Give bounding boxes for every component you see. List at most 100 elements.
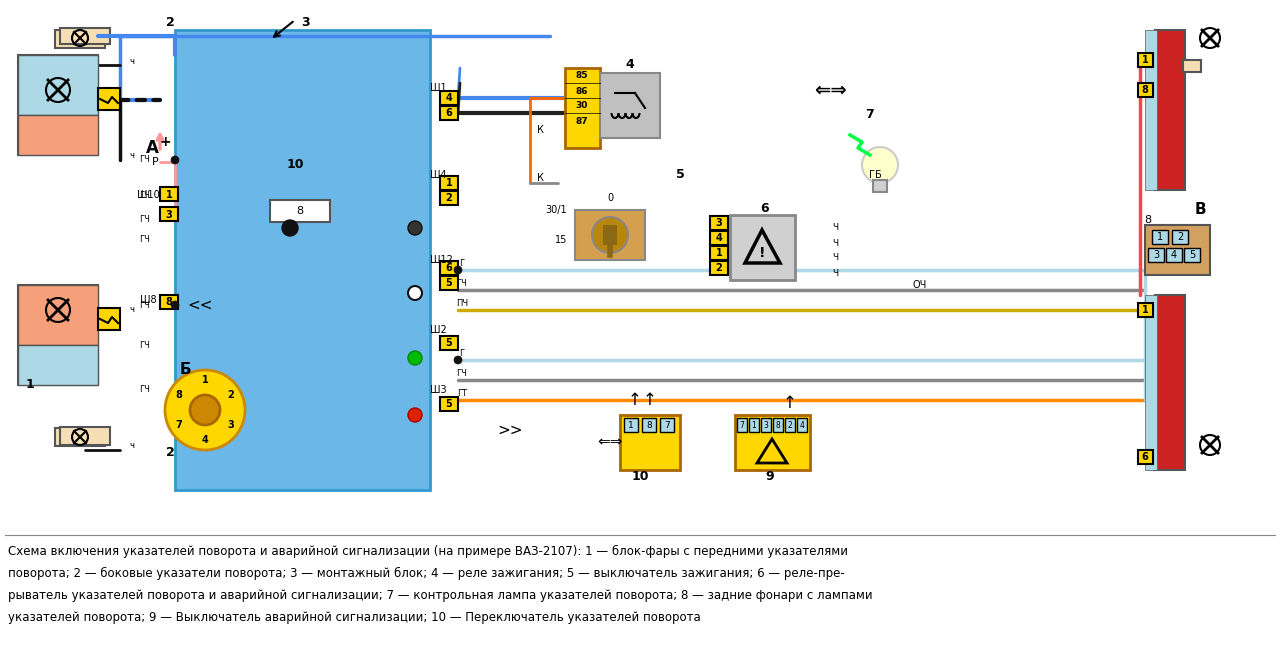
Text: 3: 3 xyxy=(165,210,173,220)
Text: Ш4: Ш4 xyxy=(430,170,447,180)
Text: ГЧ: ГЧ xyxy=(140,235,151,244)
Text: 30: 30 xyxy=(576,101,589,110)
Bar xyxy=(1183,60,1201,72)
Text: Ш2: Ш2 xyxy=(430,325,447,335)
Text: 8: 8 xyxy=(1144,215,1152,225)
Text: 8: 8 xyxy=(776,421,781,430)
Text: Ч: Ч xyxy=(832,268,838,277)
Text: 10: 10 xyxy=(631,470,649,482)
Text: 2: 2 xyxy=(165,15,174,28)
Bar xyxy=(710,246,728,260)
Bar xyxy=(710,261,728,275)
Text: 5: 5 xyxy=(445,278,452,288)
Text: В: В xyxy=(1194,203,1206,217)
Text: Ш3: Ш3 xyxy=(430,385,447,395)
Bar xyxy=(660,418,675,432)
Text: ↑: ↑ xyxy=(628,391,643,409)
Text: 8: 8 xyxy=(165,297,173,307)
Text: <<: << xyxy=(187,297,212,312)
Text: 3: 3 xyxy=(764,421,768,430)
Text: 4: 4 xyxy=(445,93,452,103)
Text: ГЧ: ГЧ xyxy=(140,341,151,350)
Bar xyxy=(1146,225,1210,275)
Bar xyxy=(643,418,657,432)
Text: Ч: Ч xyxy=(832,224,838,232)
Circle shape xyxy=(454,266,462,274)
Text: 1: 1 xyxy=(628,421,634,430)
Circle shape xyxy=(408,286,422,300)
Text: 1: 1 xyxy=(165,190,173,200)
Text: Р: Р xyxy=(151,157,159,167)
Polygon shape xyxy=(175,30,430,490)
Text: Г: Г xyxy=(460,350,465,359)
Circle shape xyxy=(165,370,244,450)
Text: 2: 2 xyxy=(165,446,174,459)
Bar xyxy=(735,415,810,470)
Text: 1: 1 xyxy=(202,375,209,385)
Text: ГТ: ГТ xyxy=(457,390,467,399)
Text: 8: 8 xyxy=(646,421,652,430)
Circle shape xyxy=(591,217,628,253)
Bar xyxy=(873,180,887,192)
Text: 8: 8 xyxy=(1142,85,1148,95)
Text: К: К xyxy=(536,125,544,135)
Bar xyxy=(18,55,99,155)
Bar xyxy=(55,30,105,48)
Bar xyxy=(1138,450,1153,464)
Bar xyxy=(575,210,645,260)
Bar xyxy=(1146,30,1157,190)
Bar xyxy=(18,115,99,155)
Bar xyxy=(749,418,759,432)
Text: ↑: ↑ xyxy=(783,394,797,412)
Text: 7: 7 xyxy=(175,420,182,430)
Text: 1: 1 xyxy=(445,178,452,188)
Bar xyxy=(60,427,110,445)
Bar xyxy=(773,418,783,432)
Bar xyxy=(55,428,105,446)
Text: ГЧ: ГЧ xyxy=(457,279,467,288)
Text: 3: 3 xyxy=(716,218,722,228)
Text: 0: 0 xyxy=(607,193,613,203)
Text: 3: 3 xyxy=(1153,250,1160,260)
Text: ГЧ: ГЧ xyxy=(140,301,151,310)
Text: Ш12: Ш12 xyxy=(430,255,453,265)
Bar xyxy=(270,200,330,222)
Bar xyxy=(625,418,637,432)
Text: Ч: Ч xyxy=(832,239,838,248)
Bar xyxy=(710,216,728,230)
Text: 2: 2 xyxy=(228,390,234,400)
Text: 1: 1 xyxy=(1142,305,1148,315)
Text: К: К xyxy=(536,173,544,183)
Bar xyxy=(564,68,600,148)
Text: +: + xyxy=(159,135,170,149)
Text: >>: >> xyxy=(497,422,522,437)
Bar xyxy=(160,207,178,221)
Text: 7: 7 xyxy=(664,421,669,430)
Text: 1: 1 xyxy=(1157,232,1164,242)
Text: Г: Г xyxy=(460,259,465,268)
Bar xyxy=(1184,248,1201,262)
Text: 5: 5 xyxy=(445,399,452,409)
Bar xyxy=(603,225,617,245)
Bar xyxy=(440,397,458,411)
Bar xyxy=(18,55,99,115)
Bar xyxy=(1166,248,1181,262)
Text: ч: ч xyxy=(129,150,134,159)
Text: 30/1: 30/1 xyxy=(545,205,567,215)
Text: !: ! xyxy=(759,246,765,260)
Text: 4: 4 xyxy=(716,233,722,243)
Circle shape xyxy=(454,356,462,364)
Text: указателей поворота; 9 — Выключатель аварийной сигнализации; 10 — Переключатель : указателей поворота; 9 — Выключатель ава… xyxy=(8,611,700,624)
Bar xyxy=(440,276,458,290)
Bar xyxy=(18,285,99,385)
Text: 1: 1 xyxy=(751,421,756,430)
Text: Ш10: Ш10 xyxy=(137,190,160,200)
Text: Б: Б xyxy=(179,362,191,377)
Text: 8: 8 xyxy=(297,206,303,216)
Bar xyxy=(1138,53,1153,67)
Bar xyxy=(99,88,120,110)
Bar xyxy=(160,187,178,201)
Text: Ш8: Ш8 xyxy=(140,295,156,305)
Bar xyxy=(1146,295,1157,470)
Text: 5: 5 xyxy=(676,168,685,181)
